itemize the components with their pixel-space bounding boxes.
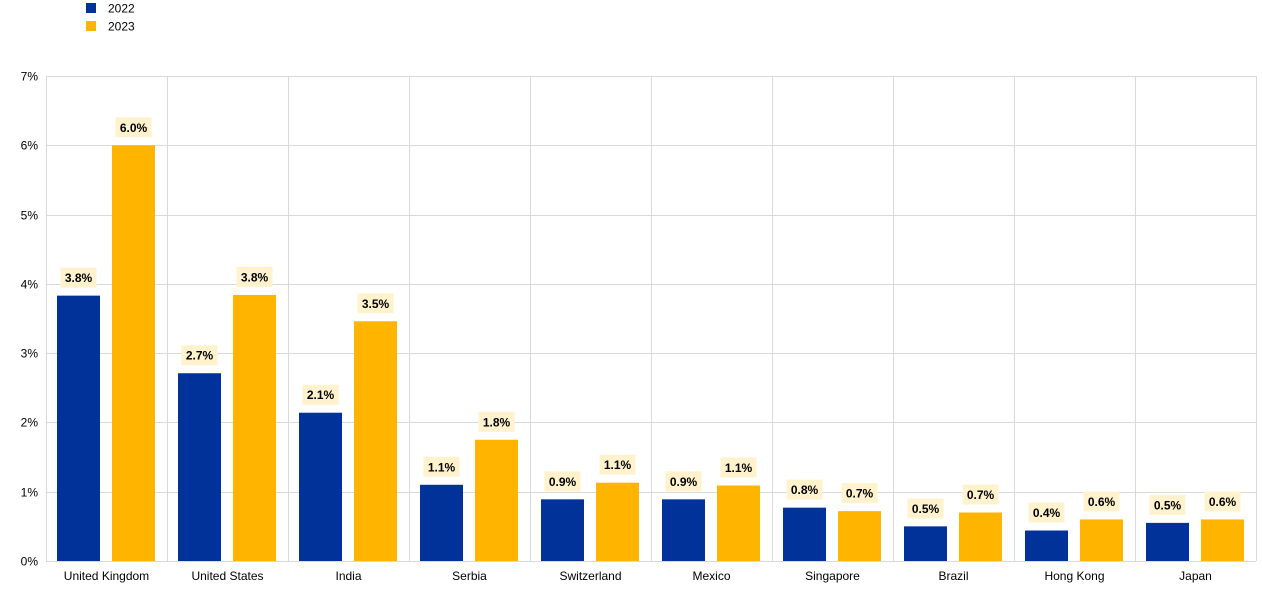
- data-label-background: [544, 471, 581, 492]
- bar-2023-singapore: [838, 511, 881, 561]
- bar-2022-united-kingdom: [57, 295, 100, 561]
- data-label-background: [181, 345, 218, 366]
- data-label: 2.7%: [186, 349, 214, 363]
- data-label: 0.9%: [549, 475, 577, 489]
- bar-2022-brazil: [904, 526, 947, 561]
- data-label-background: [1028, 502, 1065, 523]
- data-label-background: [236, 266, 273, 287]
- data-label-background: [1204, 491, 1241, 512]
- data-label: 0.6%: [1088, 495, 1116, 509]
- x-tick-label-united-states: United States: [191, 569, 263, 583]
- data-label-background: [423, 456, 460, 477]
- bar-2023-united-kingdom: [112, 145, 155, 562]
- y-tick-label: 2%: [21, 416, 39, 430]
- data-label: 3.8%: [241, 270, 269, 284]
- data-label-background: [841, 483, 878, 504]
- bar-2023-hong-kong: [1080, 519, 1123, 561]
- data-label: 0.8%: [791, 483, 819, 497]
- data-label: 1.1%: [428, 460, 456, 474]
- data-label-background: [720, 457, 757, 478]
- bar-2022-united-states: [178, 373, 221, 561]
- x-tick-label-japan: Japan: [1179, 569, 1212, 583]
- y-tick-label: 3%: [21, 347, 39, 361]
- data-label: 2.1%: [307, 388, 335, 402]
- data-label-background: [907, 498, 944, 519]
- bar-2023-brazil: [959, 512, 1002, 561]
- x-tick-label-mexico: Mexico: [692, 569, 730, 583]
- data-label: 0.6%: [1209, 495, 1237, 509]
- legend-swatch-2022: [86, 3, 96, 13]
- legend: 2022 2023: [86, 2, 135, 34]
- data-label: 6.0%: [120, 121, 148, 135]
- bar-2023-india: [354, 321, 397, 561]
- y-tick-label: 5%: [21, 209, 39, 223]
- bar-2023-mexico: [717, 485, 760, 561]
- bar-2023-united-states: [233, 294, 276, 561]
- data-label-background: [357, 293, 394, 314]
- legend-label-2022: 2022: [108, 2, 135, 16]
- bar-2023-switzerland: [596, 482, 639, 561]
- x-tick-label-brazil: Brazil: [938, 569, 968, 583]
- data-label: 3.5%: [362, 297, 390, 311]
- data-label: 0.5%: [1154, 498, 1182, 512]
- data-label-background: [786, 479, 823, 500]
- data-label-background: [478, 411, 515, 432]
- x-tick-label-singapore: Singapore: [805, 569, 860, 583]
- x-tick-label-india: India: [335, 569, 361, 583]
- data-label: 0.7%: [846, 487, 874, 501]
- bar-2022-serbia: [420, 484, 463, 561]
- bar-2022-switzerland: [541, 499, 584, 561]
- data-labels: 3.8% 2.7% 2.1% 1.1% 0.9% 0.9% 0.8% 0.5% 0.4% 0.5%…: [60, 117, 1241, 523]
- data-label: 1.1%: [604, 458, 632, 472]
- data-label-background: [60, 267, 97, 288]
- bar-2022-mexico: [662, 499, 705, 561]
- bar-2023-japan: [1201, 519, 1244, 561]
- gridlines: [46, 76, 1257, 562]
- data-label-background: [302, 384, 339, 405]
- data-label-background: [665, 471, 702, 492]
- data-label-background: [1083, 491, 1120, 512]
- x-tick-label-united-kingdom: United Kingdom: [64, 569, 149, 583]
- data-label-background: [599, 454, 636, 475]
- data-label: 3.8%: [65, 271, 93, 285]
- y-tick-label: 7%: [21, 70, 39, 84]
- bar-2023-serbia: [475, 439, 518, 561]
- x-tick-label-hong-kong: Hong Kong: [1044, 569, 1104, 583]
- data-label: 0.5%: [912, 502, 940, 516]
- data-label-background: [115, 117, 152, 138]
- data-label: 1.8%: [483, 415, 511, 429]
- legend-label-2023: 2023: [108, 20, 135, 34]
- data-label: 0.7%: [967, 488, 995, 502]
- x-axis: United Kingdom United States India Serbia Sw…: [64, 569, 1212, 583]
- y-tick-label: 6%: [21, 139, 39, 153]
- y-tick-label: 4%: [21, 278, 39, 292]
- bar-2022-india: [299, 412, 342, 561]
- bars: [57, 145, 1244, 562]
- bar-2022-hong-kong: [1025, 530, 1068, 561]
- data-label: 0.9%: [670, 475, 698, 489]
- x-tick-label-switzerland: Switzerland: [559, 569, 621, 583]
- y-axis: 0% 1% 2% 3% 4% 5% 6% 7%: [21, 70, 39, 569]
- data-label: 1.1%: [725, 461, 753, 475]
- data-label-background: [962, 484, 999, 505]
- legend-swatch-2023: [86, 21, 96, 31]
- y-tick-label: 1%: [21, 486, 39, 500]
- bar-2022-japan: [1146, 522, 1189, 561]
- x-tick-label-serbia: Serbia: [452, 569, 487, 583]
- y-tick-label: 0%: [21, 555, 39, 569]
- data-label-background: [1149, 494, 1186, 515]
- data-label: 0.4%: [1033, 506, 1061, 520]
- bar-2022-singapore: [783, 507, 826, 561]
